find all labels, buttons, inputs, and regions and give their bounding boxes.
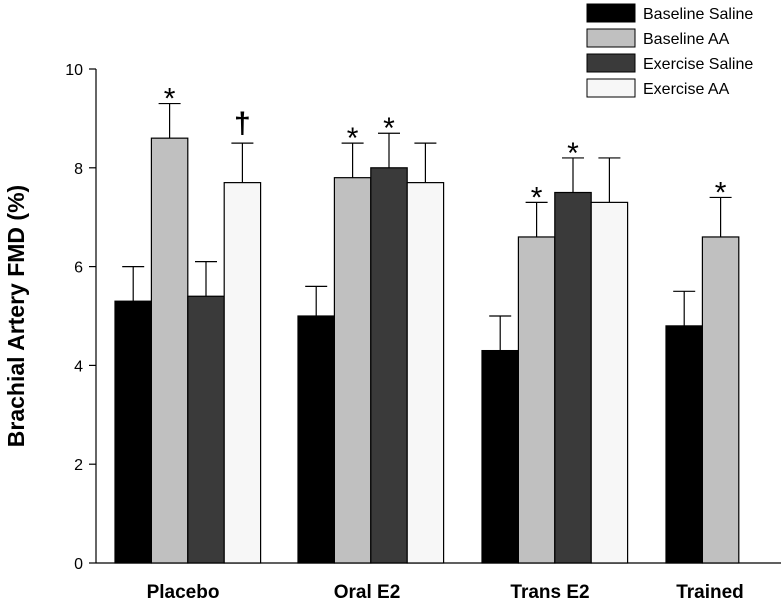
category-label: Trained [676, 582, 744, 603]
y-tick-label: 0 [74, 556, 83, 573]
error-bars [122, 102, 732, 351]
category-label: Placebo [147, 582, 220, 603]
y-tick-label: 4 [74, 358, 83, 375]
category-label: Oral E2 [334, 582, 401, 603]
legend-swatch [586, 78, 636, 98]
asterisk-annotation: * [347, 122, 359, 155]
legend-label: Exercise Saline [643, 56, 753, 73]
legend-label: Exercise AA [643, 81, 730, 98]
bar-oral-e2-baseline-aa [333, 177, 372, 564]
asterisk-annotation: * [567, 137, 579, 170]
legend-swatch [586, 3, 636, 23]
bar-trans-e2-exercise-saline [554, 191, 592, 564]
y-tick-label: 6 [74, 260, 83, 277]
bar-trained-baseline-aa [701, 236, 740, 564]
category-labels: Placebo Oral E2 Trans E2 Trained [147, 582, 744, 603]
asterisk-annotation: * [383, 112, 395, 145]
y-tick-label: 8 [74, 161, 83, 178]
y-tick-label: 2 [74, 457, 83, 474]
legend-swatch [586, 28, 636, 48]
bar-placebo-baseline-saline [114, 300, 153, 564]
bar-placebo-exercise-aa [223, 182, 262, 564]
dagger-annotation: † [234, 107, 251, 140]
bar-trans-e2-baseline-saline [481, 349, 520, 564]
bar-oral-e2-exercise-saline [370, 167, 408, 564]
bar-placebo-exercise-saline [187, 295, 225, 564]
bar-oral-e2-exercise-aa [406, 182, 445, 564]
asterisk-annotation: * [531, 181, 543, 214]
bars [114, 137, 740, 564]
bar-oral-e2-baseline-saline [297, 315, 336, 564]
bar-trained-baseline-saline [665, 325, 704, 564]
annotations: * † * * * * * [164, 83, 727, 215]
legend: Baseline Saline Baseline AA Exercise Salin… [586, 3, 753, 98]
bar-trans-e2-exercise-aa [590, 201, 629, 564]
legend-label: Baseline AA [643, 31, 730, 48]
bar-placebo-baseline-aa [150, 137, 189, 564]
y-axis-label: Brachial Artery FMD (%) [3, 185, 29, 447]
bar-trans-e2-baseline-aa [517, 236, 556, 564]
legend-swatch [586, 53, 636, 73]
y-tick-label: 10 [65, 62, 83, 79]
category-label: Trans E2 [510, 582, 589, 603]
asterisk-annotation: * [715, 176, 727, 209]
y-ticks: 0 2 4 6 8 10 [65, 62, 96, 573]
asterisk-annotation: * [164, 83, 176, 116]
legend-label: Baseline Saline [643, 6, 753, 23]
